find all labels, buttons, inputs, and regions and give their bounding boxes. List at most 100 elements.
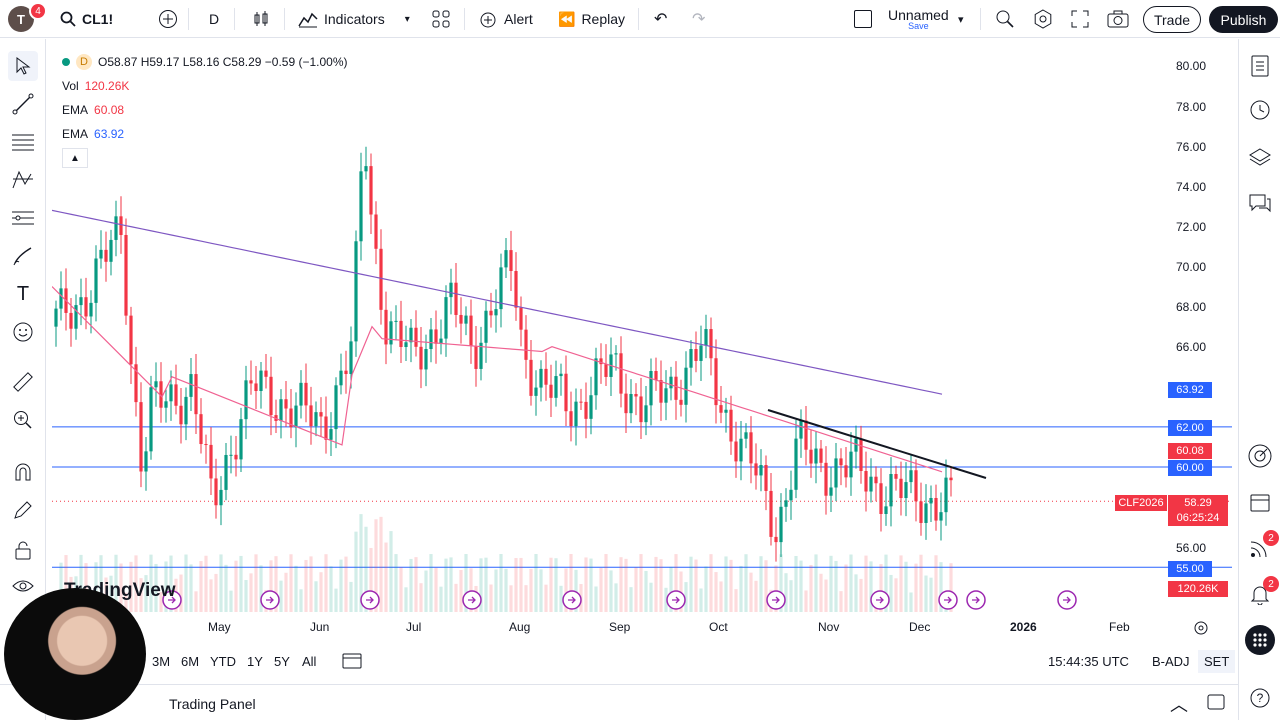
object-tree-button[interactable] [1245, 142, 1275, 172]
session-toggle[interactable]: SET [1198, 650, 1236, 673]
bar-countdown-label: 06:25:24 [1168, 510, 1228, 526]
brush-tool[interactable] [8, 241, 38, 271]
undo-button[interactable]: ↶ [654, 0, 667, 38]
chats-button[interactable] [1245, 188, 1275, 218]
camera-icon [1107, 10, 1129, 28]
layouts-button[interactable] [432, 0, 450, 38]
volume-bar [634, 567, 638, 612]
range-6m-button[interactable]: 6M [181, 654, 200, 669]
brush-icon [13, 247, 32, 266]
redo-button[interactable]: ↷ [692, 0, 705, 38]
stay-drawing-tool[interactable] [8, 495, 38, 525]
chat-icon [1249, 194, 1271, 213]
layout-name-button[interactable]: Unnamed Save [888, 0, 949, 38]
range-3m-button[interactable]: 3M [152, 654, 171, 669]
volume-bar [469, 568, 473, 612]
trendline-tool[interactable] [8, 89, 38, 119]
axis-settings-button[interactable] [1193, 620, 1209, 641]
range-ytd-button[interactable]: YTD [210, 654, 236, 669]
calendar-button[interactable] [1245, 487, 1275, 517]
trading-panel-tab[interactable]: Trading Panel [169, 696, 256, 712]
lock-tool[interactable] [8, 535, 38, 565]
candle-body [209, 444, 213, 479]
candle-body [169, 384, 173, 402]
candle-body [899, 478, 903, 499]
volume-bar [914, 563, 918, 612]
calendar-icon [1250, 494, 1270, 512]
interval-button[interactable]: D [209, 0, 219, 38]
publish-button[interactable]: Publish [1209, 6, 1278, 33]
candle-body [129, 315, 133, 365]
magnet-tool[interactable] [8, 457, 38, 487]
candle-body [419, 346, 423, 370]
chart-type-button[interactable] [252, 0, 270, 38]
candle-body [179, 405, 183, 425]
snapshot-button[interactable] [1107, 0, 1129, 38]
volume-bar [824, 579, 828, 612]
products-button[interactable] [1245, 625, 1275, 655]
fullscreen-button[interactable] [1071, 0, 1089, 38]
compare-button[interactable] [158, 0, 178, 38]
volume-bar [99, 555, 103, 612]
search-icon [60, 11, 76, 27]
symbol-search-button[interactable]: CL1! [60, 0, 113, 38]
candle-body [654, 371, 658, 381]
candle-body [394, 320, 398, 322]
alerts-clock-button[interactable] [1245, 95, 1275, 125]
range-1y-button[interactable]: 1Y [247, 654, 263, 669]
legend-collapse-button[interactable]: ▲ [62, 146, 348, 170]
price-tick: 66.00 [1176, 340, 1207, 354]
ema-fast-row[interactable]: EMA 60.08 [62, 98, 348, 122]
icon-tool[interactable] [8, 317, 38, 347]
symbol-axis-tag: CLF2026 [1115, 495, 1167, 511]
text-tool[interactable]: T [8, 279, 38, 309]
price-tick: 72.00 [1176, 220, 1207, 234]
alert-button[interactable]: Alert [478, 0, 533, 38]
clock-icon [1250, 100, 1270, 120]
candle-body [89, 302, 93, 317]
layout-select-checkbox[interactable] [854, 0, 872, 38]
price-chart[interactable] [52, 44, 1232, 644]
candle-body [489, 310, 493, 316]
target-icon [1248, 444, 1272, 468]
pattern-tool[interactable] [8, 165, 38, 195]
volume-row[interactable]: Vol 120.26K [62, 74, 348, 98]
volume-bar [184, 554, 188, 612]
adjustment-toggle[interactable]: B-ADJ [1152, 654, 1190, 669]
volume-bar [309, 556, 313, 612]
visibility-tool[interactable] [8, 571, 38, 601]
volume-bar [609, 570, 613, 612]
redo-icon: ↷ [692, 11, 706, 28]
range-all-button[interactable]: All [302, 654, 317, 669]
streams-button[interactable] [1245, 533, 1275, 563]
maximize-panel-button[interactable] [1207, 694, 1225, 715]
quick-search-button[interactable] [995, 0, 1015, 38]
utc-clock[interactable]: 15:44:35 UTC [1048, 654, 1129, 669]
chevron-up-icon[interactable]: ︿ [1170, 695, 1188, 715]
help-button[interactable]: ? [1245, 683, 1275, 713]
layout-menu-button[interactable]: ▾ [958, 0, 964, 38]
cursor-tool[interactable] [8, 51, 38, 81]
ohlc-row: D O58.87 H59.17 L58.16 C58.29 −0.59 (−1.… [62, 50, 348, 74]
watchlist-button[interactable] [1245, 51, 1275, 81]
replay-button[interactable]: ⏪ Replay [558, 0, 625, 38]
indicators-button[interactable]: Indicators ▾ [298, 0, 410, 38]
notifications-button[interactable] [1245, 579, 1275, 609]
trade-button[interactable]: Trade [1143, 6, 1201, 33]
candle-body [199, 414, 203, 445]
text-icon: T [16, 282, 30, 305]
fib-tool[interactable] [8, 127, 38, 157]
volume-bar [939, 562, 943, 612]
volume-bar [794, 556, 798, 612]
projection-tool[interactable] [8, 203, 38, 233]
range-5y-button[interactable]: 5Y [274, 654, 290, 669]
candle-body [219, 489, 223, 506]
candle-body [514, 270, 518, 308]
zoom-tool[interactable] [8, 405, 38, 435]
settings-button[interactable] [1033, 0, 1053, 38]
goto-date-button[interactable] [342, 651, 362, 672]
candle-body [344, 370, 348, 375]
ema-slow-row[interactable]: EMA 63.92 [62, 122, 348, 146]
measure-tool[interactable] [8, 367, 38, 397]
ideas-button[interactable] [1245, 441, 1275, 471]
